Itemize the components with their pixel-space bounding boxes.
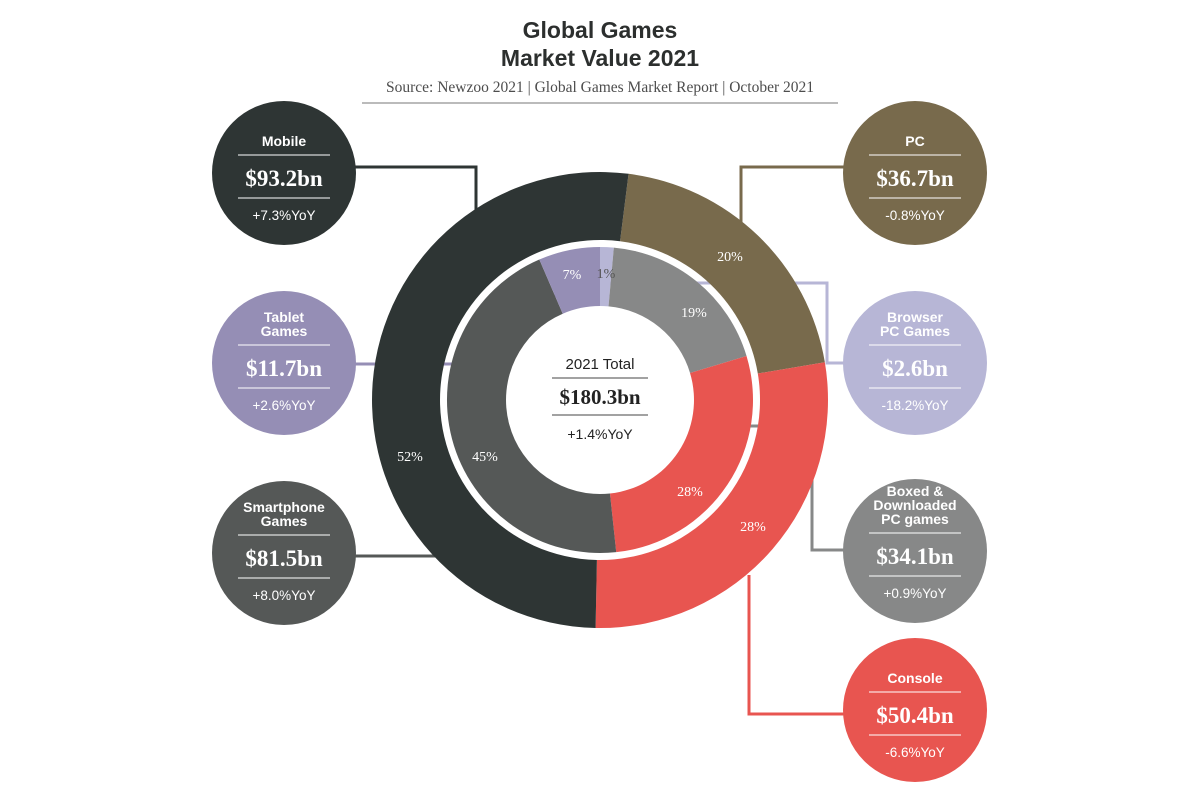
bubble-label-line: Boxed & <box>887 483 944 499</box>
bubble-value: $11.7bn <box>246 356 322 381</box>
bubble-console: Console $50.4bn -6.6%YoY <box>843 638 987 782</box>
bubble-yoy: +8.0%YoY <box>253 588 316 603</box>
inner-pct-boxed: 19% <box>681 306 707 321</box>
percentage-labels: 52% 28% 20% 45% 7% 1% 19% 28% <box>397 250 766 535</box>
inner-pct-console_inner: 28% <box>677 485 703 500</box>
center-total: 2021 Total $180.3bn +1.4%YoY <box>552 356 648 442</box>
inner-pct-tablet: 7% <box>563 268 582 283</box>
outer-ring <box>372 172 829 629</box>
bubble-label-line: Tablet <box>264 309 305 325</box>
inner-slice-browser <box>600 247 614 307</box>
bubble-yoy: +2.6%YoY <box>253 398 316 413</box>
connector-console <box>747 575 845 716</box>
total-label: 2021 Total <box>566 356 635 373</box>
chart-title-line-1: Global Games <box>523 17 678 43</box>
bubble-yoy: -6.6%YoY <box>885 745 945 760</box>
bubble-yoy: +0.9%YoY <box>884 586 947 601</box>
bubble-yoy: -18.2%YoY <box>881 398 948 413</box>
inner-slice-smartphone <box>446 259 617 554</box>
bubble-label-line: PC games <box>881 511 949 527</box>
inner-slice-tablet <box>539 246 600 314</box>
bubble-yoy: -0.8%YoY <box>885 208 945 223</box>
outer-pct-mobile: 52% <box>397 450 423 465</box>
bubble-label-line: Console <box>887 670 942 686</box>
bubble-circle <box>843 638 987 782</box>
inner-slice-console_inner <box>609 355 754 553</box>
inner-pct-browser: 1% <box>597 267 616 282</box>
outer-slice-pc <box>620 173 825 374</box>
connector-mobile <box>355 165 478 222</box>
bubble-circle <box>843 479 987 623</box>
bubble-circle <box>212 291 356 435</box>
inner-ring <box>446 246 754 554</box>
bubble-pc: PC $36.7bn -0.8%YoY <box>843 101 987 245</box>
inner-pct-smartphone: 45% <box>472 450 498 465</box>
segment-bubbles: Mobile$93.2bn+7.3%YoYTabletGames$11.7bn+… <box>212 101 987 782</box>
outer-pct-pc: 20% <box>717 250 743 265</box>
outer-pct-console: 28% <box>740 520 766 535</box>
outer-slice-mobile <box>372 172 629 628</box>
bubble-value: $81.5bn <box>245 546 323 571</box>
bubble-circle <box>212 481 356 625</box>
bubble-mobile: Mobile $93.2bn +7.3%YoY <box>212 101 356 245</box>
bubble-circle <box>843 291 987 435</box>
chart-title: Global Games Market Value 2021 <box>501 17 699 71</box>
bubble-label-line: PC Games <box>880 323 950 339</box>
bubble-yoy: +7.3%YoY <box>253 208 316 223</box>
bubble-label-line: Browser <box>887 309 944 325</box>
total-yoy: +1.4%YoY <box>567 426 633 442</box>
bubble-label-line: Games <box>261 513 308 529</box>
bubble-value: $50.4bn <box>876 703 954 728</box>
total-value: $180.3bn <box>559 385 640 409</box>
bubble-value: $2.6bn <box>882 356 948 381</box>
bubble-value: $93.2bn <box>245 166 323 191</box>
bubble-label-line: Mobile <box>262 133 307 149</box>
bubble-label-line: Downloaded <box>873 497 956 513</box>
bubble-value: $36.7bn <box>876 166 954 191</box>
chart-source: Source: Newzoo 2021 | Global Games Marke… <box>386 79 814 96</box>
bubble-label-line: PC <box>905 133 924 149</box>
connector-pc <box>739 165 845 222</box>
inner-slice-boxed <box>608 247 747 373</box>
chart-title-line-2: Market Value 2021 <box>501 45 699 71</box>
bubble-label-line: Smartphone <box>243 499 325 515</box>
bubble-circle <box>843 101 987 245</box>
bubble-label-line: Games <box>261 323 308 339</box>
bubble-value: $34.1bn <box>876 544 954 569</box>
bubble-circle <box>212 101 356 245</box>
outer-slice-console <box>595 362 829 629</box>
